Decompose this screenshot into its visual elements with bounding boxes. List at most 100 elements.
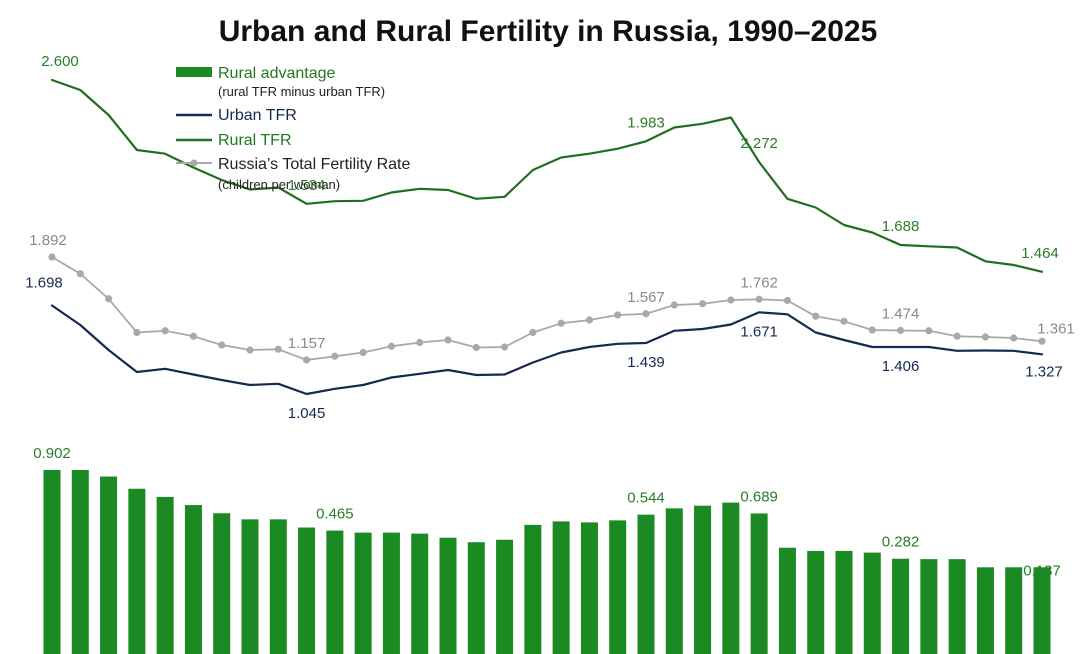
bar-rural-advantage-2024 <box>1005 567 1023 654</box>
bar-rural-advantage-2003 <box>411 533 429 654</box>
rural-tfr-label-1999: 1.534 <box>288 177 326 194</box>
bar-rural-advantage-1990 <box>43 469 61 654</box>
point-total-tfr-2002 <box>387 342 396 350</box>
bar-rural-advantage-2018 <box>835 550 853 654</box>
point-total-tfr-2022 <box>953 332 961 340</box>
point-total-tfr-1998 <box>274 345 282 353</box>
point-total-tfr-2008 <box>557 319 565 327</box>
total-tfr-label-2015: 1.762 <box>740 274 778 291</box>
bar-rural-advantage-2014 <box>722 502 740 654</box>
bar-rural-advantage-1996 <box>213 513 231 654</box>
bar-rural-advantage-1991 <box>71 469 89 654</box>
point-total-tfr-2011 <box>642 310 650 318</box>
point-total-tfr-2000 <box>331 352 339 360</box>
line-rural-tfr <box>50 78 1044 273</box>
bar-rural-advantage-2017 <box>807 550 825 654</box>
point-total-tfr-2009 <box>585 316 594 324</box>
chart-title: Urban and Rural Fertility in Russia, 199… <box>219 15 878 48</box>
bar-rural-advantage-2006 <box>496 539 514 654</box>
rural-advantage-label-1990: 0.902 <box>33 445 71 462</box>
total-tfr-label-2020: 1.474 <box>882 306 920 323</box>
bar-rural-advantage-2012 <box>665 508 683 654</box>
urban-tfr-label-1999: 1.045 <box>288 405 326 422</box>
point-total-tfr-1991 <box>76 270 84 278</box>
point-total-tfr-1992 <box>104 295 113 303</box>
legend-label-total-tfr: Russia’s Total Fertility Rate <box>218 156 410 173</box>
total-tfr-label-2011: 1.567 <box>627 289 665 306</box>
point-total-tfr-2021 <box>925 327 933 335</box>
bar-rural-advantage-2022 <box>948 559 966 654</box>
total-tfr-label-2025: 1.361 <box>1037 320 1075 337</box>
rural-advantage-label-2011: 0.544 <box>627 490 665 507</box>
rural-advantage-label-2020: 0.282 <box>882 534 920 551</box>
rural-advantage-label-2000: 0.465 <box>316 506 354 523</box>
point-total-tfr-2016 <box>783 296 792 305</box>
bar-rural-advantage-2000 <box>326 530 344 654</box>
bar-rural-advantage-2020 <box>892 558 910 654</box>
line-russia-s-total-fertility-rate <box>51 256 1043 361</box>
bar-rural-advantage-1995 <box>184 505 202 654</box>
rural-advantage-label-2015: 0.689 <box>740 488 778 505</box>
point-total-tfr-1990 <box>48 253 56 261</box>
urban-tfr-label-2025: 1.327 <box>1025 363 1063 380</box>
bar-rural-advantage-2021 <box>920 559 938 654</box>
series-lines <box>48 78 1046 396</box>
rural-tfr-label-2020: 1.688 <box>882 218 920 235</box>
point-total-tfr-2019 <box>868 326 876 334</box>
point-total-tfr-2012 <box>670 301 678 309</box>
point-total-tfr-1993 <box>133 328 141 337</box>
legend-swatch-rural-advantage <box>176 67 212 77</box>
total-tfr-label-1999: 1.157 <box>288 335 326 352</box>
point-total-tfr-2017 <box>812 312 820 320</box>
rural-tfr-label-2011: 1.983 <box>627 114 665 131</box>
point-total-tfr-2003 <box>416 338 424 347</box>
bar-rural-advantage-2004 <box>439 537 457 654</box>
point-total-tfr-2013 <box>698 300 707 308</box>
bar-rural-advantage-2008 <box>552 521 570 654</box>
point-total-tfr-2001 <box>359 348 367 357</box>
bar-rural-advantage-2019 <box>863 552 881 654</box>
bar-rural-advantage-2025 <box>1033 567 1051 654</box>
line-urban-tfr <box>50 304 1044 396</box>
bar-rural-advantage-1993 <box>128 488 146 654</box>
bar-rural-advantage-2007 <box>524 524 542 654</box>
point-total-tfr-1994 <box>161 327 169 335</box>
bar-rural-advantage-2023 <box>976 567 994 654</box>
point-total-tfr-2004 <box>444 336 452 344</box>
point-total-tfr-2024 <box>1010 334 1018 342</box>
point-total-tfr-2018 <box>840 317 848 325</box>
point-total-tfr-2007 <box>529 328 537 337</box>
legend-marker-total-tfr <box>190 159 198 167</box>
urban-tfr-label-2020: 1.406 <box>882 358 920 375</box>
point-total-tfr-2006 <box>500 343 509 351</box>
point-total-tfr-2020 <box>896 326 905 335</box>
legend-label-urban-tfr: Urban TFR <box>218 107 297 124</box>
point-total-tfr-2023 <box>981 333 990 341</box>
bar-rural-advantage-2005 <box>467 542 485 654</box>
bar-rural-advantage-2010 <box>609 520 627 654</box>
rural-tfr-label-2015: 2.272 <box>740 135 778 152</box>
point-total-tfr-2010 <box>614 311 622 319</box>
rural-tfr-label-2025: 1.464 <box>1021 245 1059 262</box>
data-labels: 2.600 1.534 1.983 2.272 1.688 1.464 1.892 1.157… <box>25 53 1075 579</box>
point-total-tfr-2025 <box>1038 337 1046 345</box>
legend-sublabel-rural-advantage: (rural TFR minus urban TFR) <box>218 84 385 99</box>
bar-rural-advantage-2011 <box>637 514 655 654</box>
urban-tfr-label-1990: 1.698 <box>25 275 63 292</box>
bar-rural-advantage-1999 <box>298 527 316 654</box>
legend-label-rural-tfr: Rural TFR <box>218 132 292 149</box>
urban-tfr-label-2015: 1.671 <box>740 323 778 340</box>
point-total-tfr-2005 <box>472 343 480 352</box>
bar-rural-advantage-2013 <box>694 505 712 654</box>
bar-rural-advantage-2002 <box>382 532 400 654</box>
total-tfr-label-1990: 1.892 <box>29 232 67 249</box>
bar-rural-advantage-1998 <box>269 519 287 654</box>
point-total-tfr-2015 <box>755 295 763 303</box>
bar-rural-advantage-1994 <box>156 496 174 654</box>
bar-rural-advantage-2009 <box>580 522 598 654</box>
rural-advantage-bars <box>43 469 1051 654</box>
point-total-tfr-1997 <box>246 346 254 354</box>
bar-rural-advantage-2016 <box>778 547 796 654</box>
bar-rural-advantage-2001 <box>354 532 372 654</box>
